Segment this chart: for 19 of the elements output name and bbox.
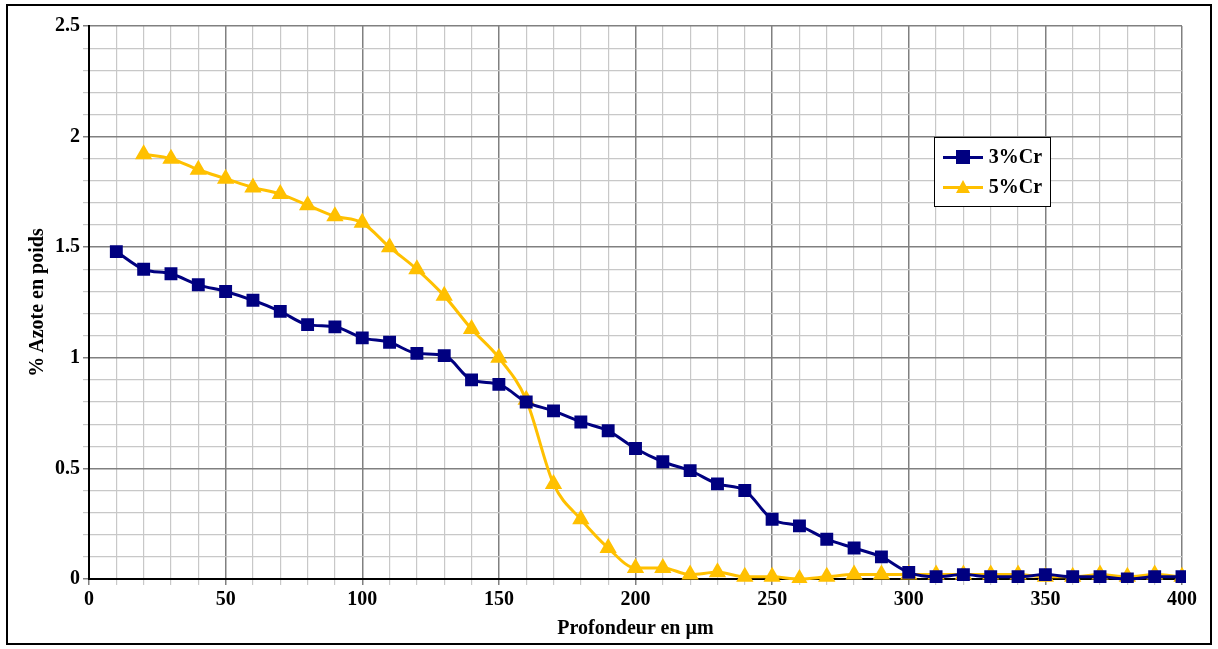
x-tick-label: 250 — [757, 587, 788, 610]
x-tick-label: 200 — [620, 587, 651, 610]
x-axis-title: Profondeur en µm — [557, 616, 715, 640]
legend-label: 3%Cr — [988, 145, 1043, 169]
x-tick-label: 400 — [1167, 587, 1197, 610]
y-tick-label: 2.5 — [55, 13, 80, 36]
x-tick-label: 0 — [84, 587, 94, 610]
x-tick-label: 150 — [483, 587, 514, 610]
x-tick-label: 50 — [215, 587, 236, 610]
x-tick-label: 350 — [1030, 587, 1061, 610]
y-tick-label: 2 — [70, 123, 80, 146]
y-axis-title: % Azote en poids — [25, 228, 49, 377]
legend-label: 5%Cr — [988, 175, 1043, 199]
y-tick-label: 1.5 — [55, 234, 80, 257]
y-tick-label: 0.5 — [55, 455, 80, 478]
x-tick-label: 300 — [893, 587, 924, 610]
x-tick-label: 100 — [347, 587, 378, 610]
y-tick-label: 1 — [70, 344, 80, 367]
y-tick-label: 0 — [70, 566, 80, 589]
